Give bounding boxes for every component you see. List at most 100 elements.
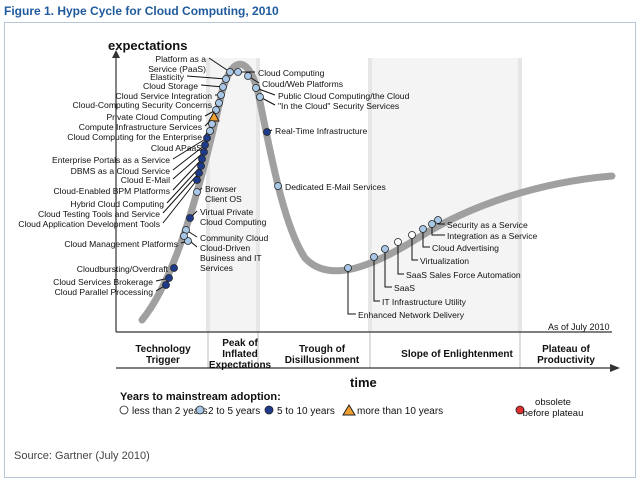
label-virtual-private-cloud-computing: Virtual Private bbox=[200, 207, 254, 217]
phase-band bbox=[522, 58, 610, 332]
label-elasticity: Elasticity bbox=[150, 72, 185, 82]
label-cloud-service-integration: Cloud Service Integration bbox=[116, 91, 213, 101]
marker-saas bbox=[381, 245, 389, 253]
leader-cloud-enabled-bpm-platforms bbox=[172, 158, 203, 191]
leader-saas bbox=[384, 249, 392, 288]
marker-it-infrastructure-utility bbox=[370, 253, 378, 261]
phase-band bbox=[372, 58, 518, 332]
label-cloud-e-mail: Cloud E-Mail bbox=[121, 175, 170, 185]
marker-cloud-testing-tools-and-service bbox=[195, 169, 203, 177]
marker-platform-as-a-service-paas bbox=[226, 68, 234, 76]
label-dedicated-e-mail-services: Dedicated E-Mail Services bbox=[285, 182, 386, 192]
legend-obs-label: before plateau bbox=[523, 408, 584, 419]
marker-cloud-driven-business-and-it-services bbox=[180, 232, 188, 240]
leader-cloud-e-mail bbox=[172, 151, 205, 180]
legend-5to10-label: 5 to 10 years bbox=[277, 406, 335, 417]
marker-cloud-computing-for-the-enterprise bbox=[208, 120, 216, 128]
leader-cloud-advertising bbox=[422, 229, 430, 248]
label-private-cloud-computing: Private Cloud Computing bbox=[106, 112, 202, 122]
leader-enhanced-network-delivery bbox=[347, 268, 356, 315]
legend-obs-label: obsolete bbox=[535, 397, 571, 408]
label-cloud-computing-security-concerns: Cloud-Computing Security Concerns bbox=[73, 100, 212, 110]
marker-virtual-private-cloud-computing bbox=[186, 214, 194, 222]
marker-cloud-parallel-processing bbox=[162, 281, 170, 289]
label-cloud-management-platforms: Cloud Management Platforms bbox=[64, 239, 178, 249]
marker-dbms-as-a-cloud-service bbox=[201, 141, 209, 149]
marker-dedicated-e-mail-services bbox=[274, 182, 282, 190]
label-browser-client-os: Browser bbox=[205, 184, 237, 194]
label-cloud-computing: Cloud Computing bbox=[258, 68, 325, 78]
legend-obs-marker bbox=[515, 405, 525, 415]
marker-real-time-infrastructure bbox=[263, 128, 271, 136]
marker-cloud-advertising bbox=[419, 225, 427, 233]
phase-label-trough: Trough of bbox=[299, 344, 346, 355]
leader-it-infrastructure-utility bbox=[373, 257, 380, 302]
label-enterprise-portals-as-a-service: Enterprise Portals as a Service bbox=[52, 155, 170, 165]
marker-elasticity bbox=[222, 75, 230, 83]
label-enhanced-network-delivery: Enhanced Network Delivery bbox=[358, 310, 465, 320]
label-compute-infrastructure-services: Compute Infrastructure Services bbox=[79, 122, 202, 132]
label-security-as-a-service: Security as a Service bbox=[447, 220, 528, 230]
leader-elasticity bbox=[186, 75, 227, 80]
leader-dbms-as-a-cloud-service bbox=[172, 144, 206, 171]
y-axis-label: expectations bbox=[108, 38, 187, 53]
x-axis-label: time bbox=[350, 375, 377, 390]
legend-gt10-marker bbox=[342, 404, 356, 416]
label-cloud-storage: Cloud Storage bbox=[143, 81, 198, 91]
label-cloud-testing-tools-and-service: Cloud Testing Tools and Service bbox=[38, 209, 160, 219]
phase-label-trigger: Technology bbox=[135, 344, 191, 355]
marker-virtualization bbox=[408, 231, 416, 239]
phase-label-trough: Disillusionment bbox=[285, 355, 360, 366]
phase-label-plateau: Plateau of bbox=[542, 344, 590, 355]
leader-enterprise-portals-as-a-service bbox=[172, 137, 208, 160]
y-axis-arrow bbox=[112, 50, 120, 58]
marker-cloud-storage bbox=[219, 83, 227, 91]
marker-cloud-enabled-bpm-platforms bbox=[198, 155, 206, 163]
label-cloud-advertising: Cloud Advertising bbox=[432, 243, 499, 253]
marker-saas-sales-force-automation bbox=[394, 238, 402, 246]
marker-cloud-service-integration bbox=[217, 91, 225, 99]
label-cloud-driven-business-and-it-services: Services bbox=[200, 263, 233, 273]
label-cloud-enabled-bpm-platforms: Cloud-Enabled BPM Platforms bbox=[53, 186, 170, 196]
marker-cloud-services-brokerage bbox=[165, 274, 173, 282]
marker-in-the-cloud-security-services bbox=[256, 93, 264, 101]
phase-label-peak: Peak of bbox=[222, 338, 258, 349]
legend-heading: Years to mainstream adoption: bbox=[120, 391, 281, 403]
figure-title: Figure 1. Hype Cycle for Cloud Computing… bbox=[4, 4, 279, 18]
label-platform-as-a-service-paas: Service (PaaS) bbox=[148, 64, 206, 74]
label-cloud-driven-business-and-it-services: Cloud-Driven bbox=[200, 243, 250, 253]
phase-label-peak: Expectations bbox=[209, 360, 272, 371]
legend-5to10-marker bbox=[264, 405, 274, 415]
label-public-cloud-computing-the-cloud: Public Cloud Computing/the Cloud bbox=[278, 91, 410, 101]
label-community-cloud: Community Cloud bbox=[200, 233, 269, 243]
marker-hybrid-cloud-computing bbox=[197, 162, 205, 170]
marker-cloud-computing bbox=[234, 68, 242, 76]
label-it-infrastructure-utility: IT Infrastructure Utility bbox=[382, 297, 467, 307]
marker-cloud-apaas bbox=[206, 127, 214, 135]
label-virtualization: Virtualization bbox=[420, 256, 469, 266]
leader-cloud-application-development-tools bbox=[162, 179, 198, 224]
phase-bands bbox=[118, 58, 610, 368]
legend-gt10-label: more than 10 years bbox=[357, 406, 443, 417]
marker-cloud-web-platforms bbox=[244, 72, 252, 80]
marker-cloudbursting-overdraft bbox=[170, 264, 178, 272]
marker-browser-client-os bbox=[193, 188, 201, 196]
label-in-the-cloud-security-services: "In the Cloud" Security Services bbox=[278, 101, 399, 111]
marker-cloud-application-development-tools bbox=[193, 176, 201, 184]
figure-frame bbox=[4, 22, 636, 478]
label-cloud-apaas: Cloud APaaS bbox=[151, 143, 202, 153]
phase-label-slope: Slope of Enlightenment bbox=[401, 349, 513, 360]
label-cloudbursting-overdraft: Cloudbursting/Overdraft bbox=[77, 264, 169, 274]
marker-integration-as-a-service bbox=[428, 220, 436, 228]
label-hybrid-cloud-computing: Hybrid Cloud Computing bbox=[70, 199, 164, 209]
as-of-note: As of July 2010 bbox=[548, 322, 610, 332]
legend-2to5-label: 2 to 5 years bbox=[208, 406, 260, 417]
x-axis-arrow bbox=[610, 364, 620, 372]
label-cloud-driven-business-and-it-services: Business and IT bbox=[200, 253, 262, 263]
marker-public-cloud-computing-the-cloud bbox=[252, 84, 260, 92]
label-dbms-as-a-cloud-service: DBMS as a Cloud Service bbox=[71, 166, 171, 176]
phase-label-plateau: Productivity bbox=[537, 355, 595, 366]
marker-enterprise-portals-as-a-service bbox=[203, 134, 211, 142]
